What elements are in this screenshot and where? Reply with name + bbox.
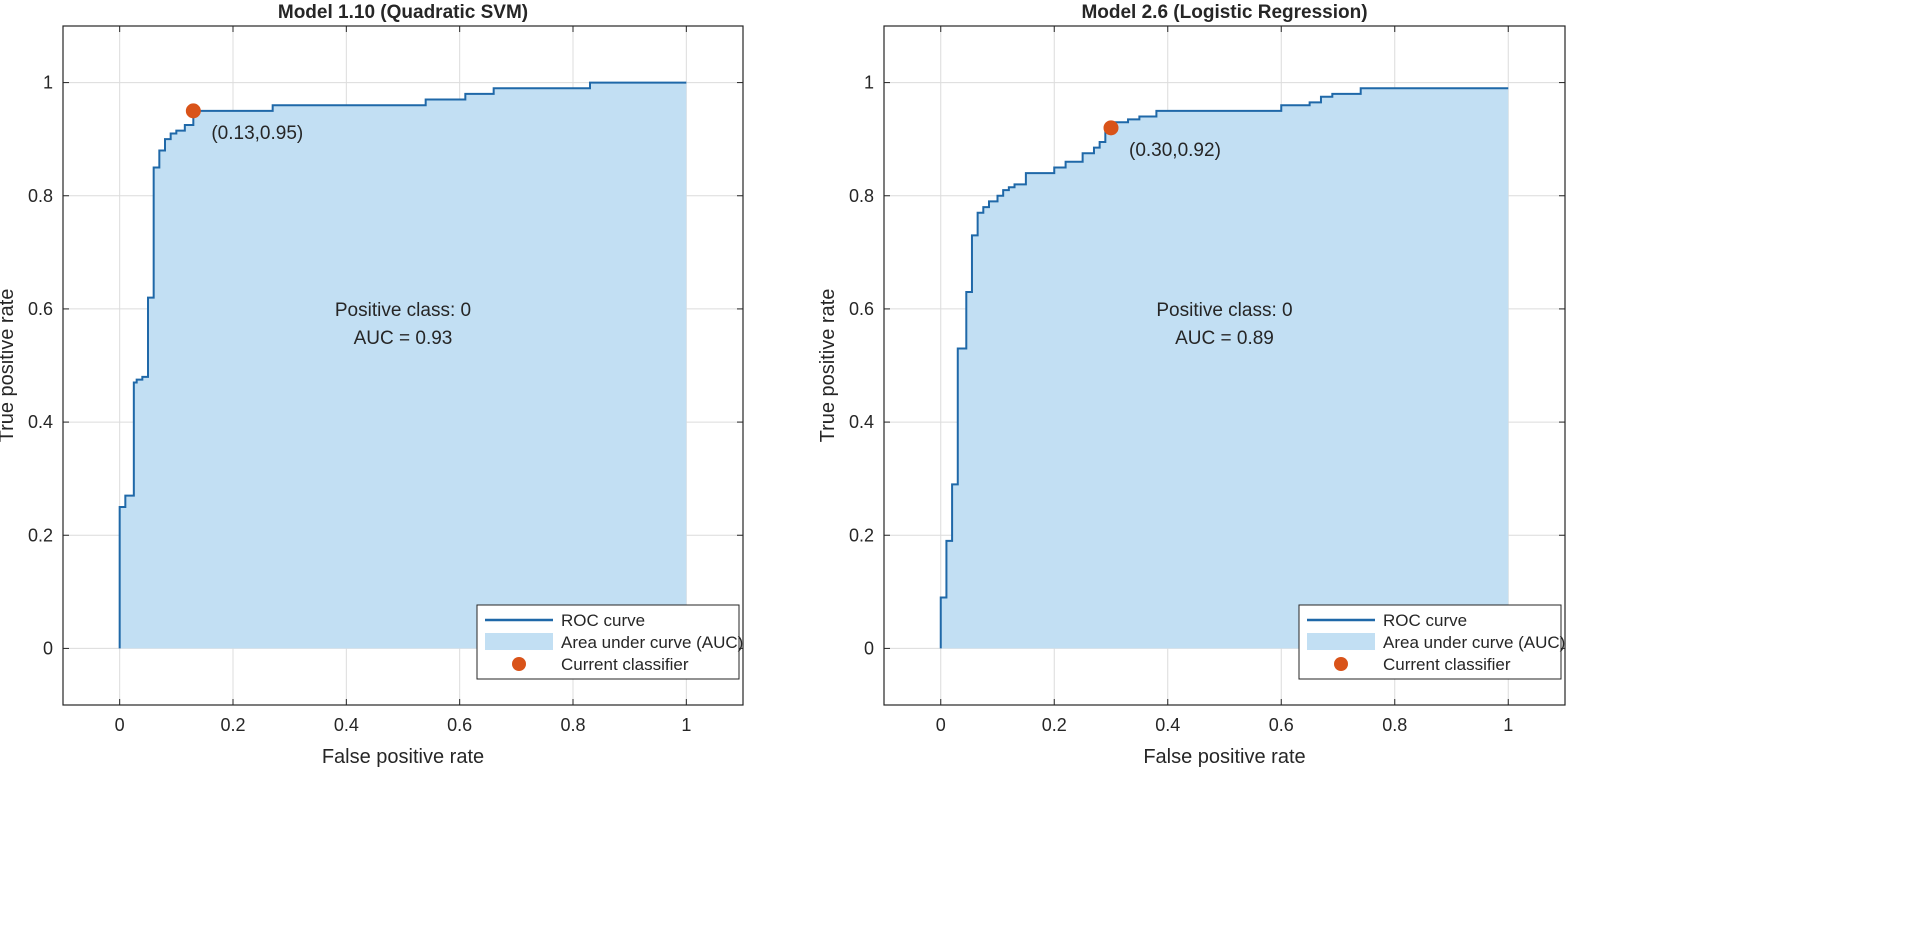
y-tick-label: 0.8 bbox=[849, 186, 874, 206]
legend: ROC curve Area under curve (AUC) Current… bbox=[1298, 604, 1565, 680]
legend-classifier-swatch bbox=[512, 657, 526, 671]
current-classifier-marker bbox=[185, 103, 201, 119]
roc-curve-line bbox=[939, 87, 1509, 649]
legend-entry-current-classifier: Current classifier bbox=[561, 655, 689, 674]
legend-entry-roc-curve: ROC curve bbox=[1383, 611, 1467, 630]
roc-curve-line bbox=[118, 81, 687, 649]
current-classifier-marker bbox=[1103, 120, 1119, 136]
legend-entry-roc-curve: ROC curve bbox=[561, 611, 645, 630]
y-tick-label: 0 bbox=[864, 638, 874, 658]
x-tick-label: 0.6 bbox=[1269, 715, 1294, 735]
x-tick-label: 0.2 bbox=[1042, 715, 1067, 735]
legend-auc-swatch bbox=[1307, 633, 1375, 650]
x-axis-label: False positive rate bbox=[322, 746, 484, 768]
x-tick-label: 0.4 bbox=[334, 715, 359, 735]
positive-class-annotation: Positive class: 0 bbox=[1156, 300, 1292, 321]
legend-auc-swatch bbox=[485, 633, 553, 650]
axes-box bbox=[62, 25, 744, 706]
legend-classifier-swatch bbox=[1334, 657, 1348, 671]
current-classifier-label: (0.30,0.92) bbox=[1129, 140, 1221, 161]
y-tick-label: 1 bbox=[864, 73, 874, 93]
legend: ROC curve Area under curve (AUC) Current… bbox=[476, 604, 743, 680]
x-axis-ticks: 0 0.2 0.4 0.6 0.8 1 bbox=[115, 26, 691, 735]
positive-class-annotation: Positive class: 0 bbox=[335, 300, 471, 321]
chart-title: Model 1.10 (Quadratic SVM) bbox=[278, 2, 528, 23]
y-tick-label: 0.6 bbox=[28, 299, 53, 319]
y-axis-ticks: 0 0.2 0.4 0.6 0.8 1 bbox=[849, 73, 1565, 658]
legend-entry-current-classifier: Current classifier bbox=[1383, 655, 1511, 674]
y-tick-label: 0.8 bbox=[28, 186, 53, 206]
x-tick-label: 1 bbox=[1503, 715, 1513, 735]
x-tick-label: 0.8 bbox=[1382, 715, 1407, 735]
auc-area bbox=[119, 82, 687, 649]
chart-panel-quadratic-svm: 0 0.2 0.4 0.6 0.8 1 0 0.2 0.4 0.6 0.8 1 Model 1.10… bbox=[0, 2, 744, 768]
x-tick-label: 1 bbox=[681, 715, 691, 735]
y-axis-label: True positive rate bbox=[0, 289, 18, 443]
x-tick-label: 0 bbox=[115, 715, 125, 735]
chart-panel-logistic-regression: 0 0.2 0.4 0.6 0.8 1 0 0.2 0.4 0.6 0.8 1 Model 2.6 … bbox=[817, 2, 1566, 768]
x-tick-label: 0.2 bbox=[220, 715, 245, 735]
y-tick-label: 0.2 bbox=[28, 525, 53, 545]
legend-entry-auc: Area under curve (AUC) bbox=[1383, 633, 1565, 652]
y-tick-label: 0.4 bbox=[849, 412, 874, 432]
axes-box bbox=[883, 25, 1566, 706]
y-axis-label: True positive rate bbox=[817, 289, 839, 443]
x-tick-label: 0.8 bbox=[560, 715, 585, 735]
x-axis-label: False positive rate bbox=[1143, 746, 1305, 768]
legend-entry-auc: Area under curve (AUC) bbox=[561, 633, 743, 652]
y-axis-ticks: 0 0.2 0.4 0.6 0.8 1 bbox=[28, 73, 743, 658]
auc-area bbox=[940, 88, 1509, 649]
current-classifier-label: (0.13,0.95) bbox=[211, 123, 303, 144]
y-tick-label: 0 bbox=[43, 638, 53, 658]
y-tick-label: 0.6 bbox=[849, 299, 874, 319]
y-tick-label: 0.2 bbox=[849, 525, 874, 545]
y-tick-label: 1 bbox=[43, 73, 53, 93]
x-tick-label: 0.6 bbox=[447, 715, 472, 735]
auc-annotation: AUC = 0.89 bbox=[1175, 328, 1274, 349]
x-axis-ticks: 0 0.2 0.4 0.6 0.8 1 bbox=[936, 26, 1513, 735]
y-tick-label: 0.4 bbox=[28, 412, 53, 432]
x-tick-label: 0 bbox=[936, 715, 946, 735]
auc-annotation: AUC = 0.93 bbox=[354, 328, 453, 349]
x-tick-label: 0.4 bbox=[1155, 715, 1180, 735]
chart-title: Model 2.6 (Logistic Regression) bbox=[1081, 2, 1367, 23]
